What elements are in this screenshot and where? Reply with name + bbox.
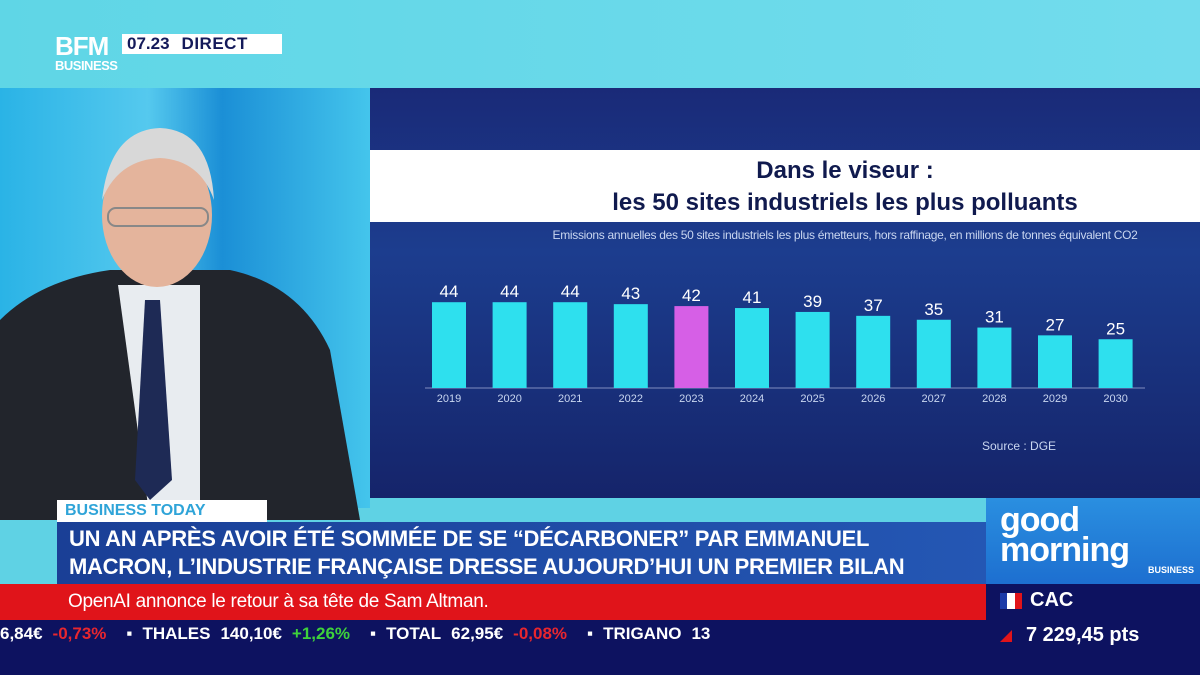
ticker-name: TOTAL <box>386 624 442 643</box>
chart-title-line2: les 50 sites industriels les plus pollua… <box>612 189 1078 216</box>
data-label-2020: 44 <box>500 282 519 301</box>
data-label-2027: 35 <box>924 300 943 319</box>
chart-title: Dans le viseur : les 50 sites industriel… <box>370 150 1200 222</box>
down-arrow-icon <box>1000 630 1012 642</box>
chart-title-line1: Dans le viseur : <box>756 157 934 184</box>
data-label-2023: 42 <box>682 286 701 305</box>
ticker-price: 13 <box>691 624 711 643</box>
ticker-item: TOTAL 62,95€ -0,08% <box>386 624 577 643</box>
live-label: DIRECT <box>181 34 248 53</box>
ticker-name: THALES <box>142 624 211 643</box>
bar-chart: 44 2019 44 2020 44 2021 43 2022 42 2023 41 2024 39 20… <box>425 282 1145 405</box>
ticker-change: -0,08% <box>513 624 568 643</box>
ticker-name: TRIGANO <box>603 624 682 643</box>
segment-tag: BUSINESS TODAY <box>57 500 267 522</box>
bar-2024 <box>735 308 769 388</box>
bar-2025 <box>795 311 830 388</box>
ticker-separator: ▪ <box>370 624 377 643</box>
data-label-2019: 44 <box>440 282 459 301</box>
bar-2027 <box>916 319 951 388</box>
logo-top: BFM <box>55 31 109 61</box>
bar-2029 <box>1038 335 1072 388</box>
x-tick-2019: 2019 <box>437 393 461 405</box>
index-value: 7 229,45 pts <box>1026 624 1140 646</box>
headline-line2: MACRON, L’INDUSTRIE FRANÇAISE DRESSE AUJ… <box>69 554 905 579</box>
x-tick-2021: 2021 <box>558 393 582 405</box>
x-tick-2027: 2027 <box>922 393 946 405</box>
show-name: good morning <box>1000 501 1130 569</box>
bar-2020 <box>492 302 527 388</box>
show-logo: good morning BUSINESS <box>1000 503 1200 575</box>
data-label-2025: 39 <box>803 292 822 311</box>
live-clock: 07.23 DIRECT <box>122 34 282 54</box>
ticker-item: TRIGANO 13 <box>603 624 720 643</box>
data-label-2024: 41 <box>743 288 762 307</box>
index-box: CAC 7 229,45 pts <box>986 584 1200 675</box>
x-tick-2029: 2029 <box>1043 393 1067 405</box>
france-flag-icon <box>1000 593 1022 609</box>
ticker-price: 140,10€ <box>220 624 282 643</box>
bar-2028 <box>977 327 1012 388</box>
index-name: CAC <box>1030 589 1074 611</box>
data-label-2028: 31 <box>985 308 1004 327</box>
x-tick-2022: 2022 <box>619 393 643 405</box>
ticker-item: 6,84€ -0,73% <box>0 624 116 643</box>
ticker-change: -0,73% <box>52 624 107 643</box>
channel-logo: BFM BUSINESS <box>55 31 118 73</box>
bar-2030 <box>1098 339 1133 388</box>
show-logo-background <box>986 498 1200 584</box>
data-label-2030: 25 <box>1106 319 1125 338</box>
logo-bottom: BUSINESS <box>55 58 118 73</box>
headline-line1: UN AN APRÈS AVOIR ÉTÉ SOMMÉE DE SE “DÉCA… <box>69 526 870 551</box>
headline: UN AN APRÈS AVOIR ÉTÉ SOMMÉE DE SE “DÉCA… <box>57 522 987 584</box>
stock-ticker: 6,84€ -0,73% ▪ THALES 140,10€ +1,26% ▪ TOTAL 62,… <box>0 620 986 675</box>
chart-subtitle: Emissions annuelles des 50 sites industr… <box>552 228 1138 242</box>
show-sub: BUSINESS <box>1147 565 1194 575</box>
news-crawl: OpenAI annonce le retour à sa tête de Sa… <box>0 584 986 620</box>
data-label-2026: 37 <box>864 296 883 315</box>
data-label-2021: 44 <box>561 282 580 301</box>
chart-source: Source : DGE <box>982 439 1057 453</box>
bar-2022 <box>613 304 648 388</box>
bar-2019 <box>432 302 466 388</box>
time: 07.23 <box>127 34 170 53</box>
data-label-2022: 43 <box>621 284 640 303</box>
x-tick-2028: 2028 <box>982 393 1006 405</box>
ticker-item: THALES 140,10€ +1,26% <box>142 624 360 643</box>
bar-2023 <box>674 306 709 388</box>
x-tick-2024: 2024 <box>740 393 764 405</box>
x-tick-2020: 2020 <box>497 393 521 405</box>
x-tick-2026: 2026 <box>861 393 885 405</box>
ticker-price: 6,84€ <box>0 624 43 643</box>
ticker-separator: ▪ <box>126 624 133 643</box>
ticker-price: 62,95€ <box>451 624 504 643</box>
presenter-image <box>0 128 360 520</box>
x-tick-2025: 2025 <box>800 393 824 405</box>
bar-2026 <box>856 315 891 388</box>
x-tick-2023: 2023 <box>679 393 703 405</box>
data-label-2029: 27 <box>1046 315 1065 334</box>
ticker-separator: ▪ <box>587 624 594 643</box>
bar-2021 <box>553 302 588 388</box>
x-tick-2030: 2030 <box>1103 393 1127 405</box>
ticker-change: +1,26% <box>291 624 351 643</box>
